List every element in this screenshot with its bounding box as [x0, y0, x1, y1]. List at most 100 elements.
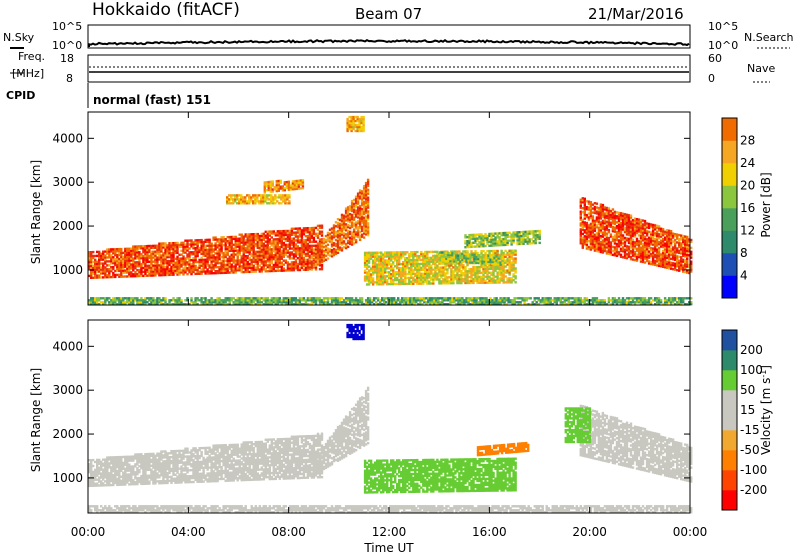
echo-cell: [440, 270, 443, 273]
echo-cell: [204, 264, 207, 267]
echo-cell: [228, 241, 231, 245]
echo-cell: [360, 125, 363, 129]
echo-cell: [446, 262, 449, 265]
echo-cell: [232, 249, 235, 252]
echo-cell: [434, 264, 437, 267]
echo-cell: [224, 255, 227, 259]
echo-cell: [394, 259, 397, 262]
echo-cell: [186, 263, 189, 266]
echo-cell: [464, 250, 467, 253]
echo-cell: [130, 267, 133, 270]
echo-cell: [98, 250, 101, 254]
echo-cell: [178, 269, 181, 272]
echo-cell: [320, 249, 324, 252]
echo-cell: [242, 245, 245, 248]
echo-cell: [629, 214, 633, 217]
echo-cell: [284, 249, 288, 252]
echo-cell: [508, 269, 511, 272]
echo-cell: [278, 255, 282, 259]
echo-cell: [214, 262, 217, 265]
echo-cell: [388, 271, 391, 274]
echo-cell: [376, 279, 379, 282]
echo-cell: [264, 270, 268, 273]
echo-cell: [384, 275, 387, 278]
echo-cell: [220, 248, 223, 251]
echo-cell: [180, 257, 183, 260]
echo-cell: [220, 259, 223, 263]
echo-cell: [374, 265, 377, 268]
echo-cell: [292, 237, 296, 240]
echo-cell: [94, 264, 97, 267]
echo-cell: [462, 277, 465, 281]
echo-cell: [356, 214, 360, 217]
echo-cell: [396, 257, 399, 260]
echo-cell: [260, 262, 264, 265]
echo-cell: [306, 242, 310, 246]
echo-cell: [428, 262, 431, 265]
echo-cell: [280, 241, 284, 245]
echo-cell: [422, 274, 425, 277]
echo-cell: [502, 271, 505, 274]
echo-cell: [172, 242, 175, 245]
echo-cell: [190, 245, 193, 248]
echo-cell: [348, 127, 351, 131]
echo-cell: [122, 271, 125, 274]
echo-cell: [88, 262, 91, 266]
echo-cell: [166, 259, 169, 263]
echo-cell: [316, 247, 320, 250]
echo-cell: [296, 257, 300, 260]
echo-cell: [144, 252, 147, 256]
echo-cell: [380, 263, 383, 266]
echo-cell: [242, 255, 245, 258]
echo-cell: [296, 235, 300, 238]
echo-cell: [196, 247, 199, 250]
echo-cell: [464, 273, 467, 277]
echo-cell: [222, 263, 225, 267]
echo-cell: [438, 262, 441, 265]
echo-cell: [290, 263, 294, 266]
echo-cell: [412, 268, 415, 272]
echo-cell: [248, 237, 251, 240]
echo-cell: [256, 232, 260, 236]
echo-cell: [90, 262, 93, 266]
echo-cell: [378, 251, 381, 254]
echo-cell: [318, 242, 322, 245]
echo-cell: [114, 258, 117, 261]
echo-cell: [144, 262, 147, 266]
echo-cell: [284, 251, 288, 254]
echo-cell: [314, 248, 318, 251]
echo-cell: [208, 240, 211, 243]
echo-cell: [252, 270, 255, 273]
echo-cell: [136, 247, 139, 250]
echo-cell: [252, 194, 255, 197]
echo-cell: [312, 236, 316, 240]
echo-cell: [482, 277, 485, 280]
echo-cell: [224, 243, 227, 247]
echo-cell: [120, 253, 123, 257]
echo-cell: [214, 264, 217, 267]
echo-cell: [300, 262, 304, 266]
echo-cell: [414, 254, 417, 258]
echo-cell: [458, 278, 461, 281]
echo-cell: [118, 275, 121, 278]
echo-cell: [336, 233, 340, 237]
echo-cell: [142, 247, 145, 250]
echo-cell: [134, 275, 137, 278]
echo-cell: [146, 266, 149, 269]
echo-cell: [286, 235, 290, 239]
echo-cell: [348, 125, 351, 129]
echo-cell: [250, 243, 253, 246]
echo-cell: [420, 274, 423, 277]
echo-cell: [120, 257, 123, 261]
echo-cell: [208, 258, 211, 261]
echo-cell: [366, 218, 370, 221]
echo-cell: [164, 244, 167, 247]
echo-cell: [90, 252, 93, 256]
echo-cell: [396, 267, 399, 270]
echo-cell: [238, 261, 241, 264]
echo-cell: [282, 255, 286, 258]
echo-cell: [418, 256, 421, 260]
echo-cell: [430, 270, 433, 273]
echo-cell: [358, 222, 362, 226]
echo-cell: [613, 246, 617, 249]
